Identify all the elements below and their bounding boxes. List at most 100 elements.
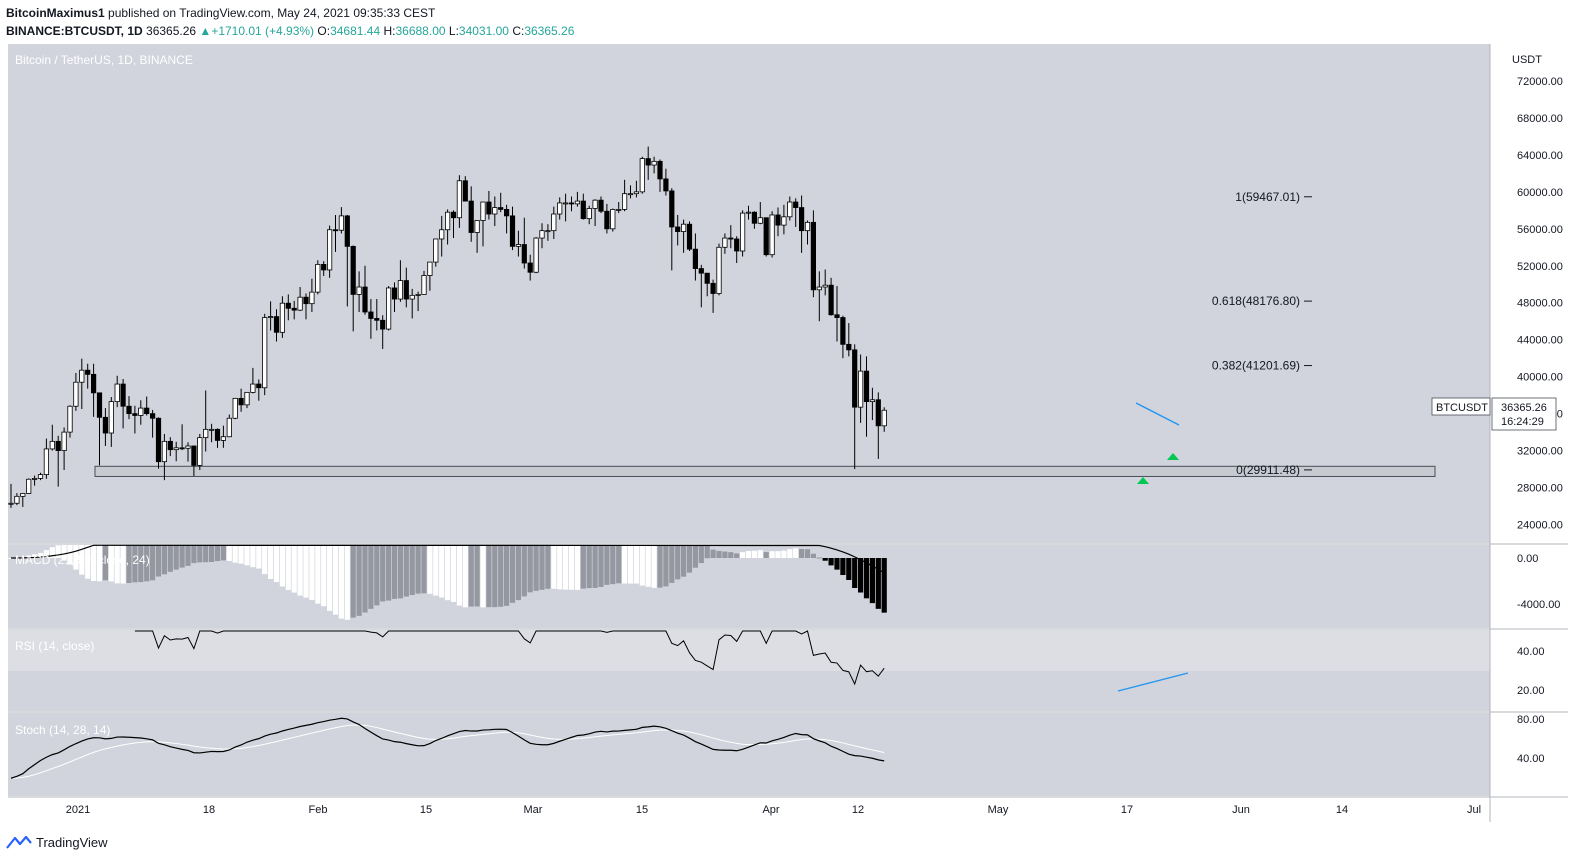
- candle-body[interactable]: [279, 302, 286, 333]
- candle-body[interactable]: [161, 440, 167, 463]
- price-axis[interactable]: [1490, 44, 1568, 822]
- candle-body[interactable]: [533, 237, 539, 273]
- candle-body[interactable]: [757, 217, 763, 224]
- candle-body[interactable]: [698, 268, 704, 274]
- candle-body[interactable]: [740, 212, 746, 252]
- candle-body[interactable]: [663, 178, 669, 192]
- candle-body[interactable]: [350, 245, 356, 295]
- candle-body[interactable]: [415, 294, 421, 296]
- candle-body[interactable]: [633, 191, 640, 195]
- candle-body[interactable]: [816, 286, 822, 291]
- candle-body[interactable]: [592, 199, 598, 209]
- candle-body[interactable]: [321, 263, 327, 271]
- candle-body[interactable]: [102, 416, 108, 434]
- candle-body[interactable]: [49, 440, 55, 450]
- candle-body[interactable]: [220, 436, 226, 441]
- candle-body[interactable]: [462, 180, 468, 202]
- candle-body[interactable]: [79, 369, 85, 383]
- rsi-trendline[interactable]: [1117, 672, 1189, 692]
- candle-body[interactable]: [468, 200, 474, 233]
- candle-body[interactable]: [480, 201, 486, 221]
- candle-body[interactable]: [545, 230, 551, 233]
- time-axis[interactable]: [8, 798, 1490, 822]
- candle-body[interactable]: [427, 261, 433, 276]
- candle-body[interactable]: [409, 294, 415, 300]
- candle-body[interactable]: [20, 493, 26, 497]
- candle-body[interactable]: [326, 229, 333, 271]
- candle-body[interactable]: [179, 447, 185, 450]
- candle-body[interactable]: [858, 370, 864, 408]
- candle-body[interactable]: [799, 207, 805, 232]
- candle-body[interactable]: [492, 207, 498, 215]
- candle-body[interactable]: [397, 280, 404, 300]
- candle-body[interactable]: [834, 314, 840, 318]
- candle-body[interactable]: [203, 428, 209, 439]
- candle-body[interactable]: [208, 428, 215, 431]
- candle-body[interactable]: [498, 207, 504, 210]
- candle-body[interactable]: [403, 280, 409, 300]
- candle-body[interactable]: [55, 440, 61, 451]
- candle-body[interactable]: [745, 211, 752, 214]
- candle-body[interactable]: [26, 478, 32, 494]
- candle-body[interactable]: [686, 223, 693, 250]
- candle-body[interactable]: [781, 216, 787, 226]
- candle-body[interactable]: [716, 246, 722, 294]
- candle-body[interactable]: [598, 199, 604, 212]
- candle-body[interactable]: [580, 200, 586, 220]
- candle-body[interactable]: [332, 229, 339, 232]
- candle-body[interactable]: [368, 311, 374, 319]
- candle-body[interactable]: [155, 417, 162, 463]
- candle-body[interactable]: [385, 287, 392, 330]
- candle-body[interactable]: [775, 214, 781, 226]
- candle-body[interactable]: [285, 302, 291, 309]
- candle-body[interactable]: [769, 214, 775, 256]
- candle-body[interactable]: [197, 437, 203, 466]
- candle-body[interactable]: [604, 210, 610, 230]
- candle-body[interactable]: [657, 160, 663, 180]
- candle-body[interactable]: [144, 407, 150, 415]
- candle-body[interactable]: [527, 262, 533, 273]
- candle-body[interactable]: [238, 397, 244, 406]
- candle-body[interactable]: [734, 238, 740, 252]
- candle-body[interactable]: [114, 383, 120, 403]
- candle-body[interactable]: [14, 495, 20, 504]
- candle-body[interactable]: [291, 307, 297, 311]
- candle-body[interactable]: [315, 263, 321, 293]
- candle-body[interactable]: [226, 417, 232, 438]
- candle-body[interactable]: [344, 215, 350, 247]
- candle-body[interactable]: [557, 202, 563, 215]
- candle-body[interactable]: [61, 431, 67, 451]
- candle-body[interactable]: [309, 291, 315, 305]
- candle-body[interactable]: [439, 229, 445, 240]
- candle-body[interactable]: [338, 215, 345, 231]
- candle-body[interactable]: [616, 209, 622, 211]
- candle-body[interactable]: [256, 383, 262, 389]
- candle-body[interactable]: [651, 160, 657, 166]
- candle-body[interactable]: [250, 383, 256, 393]
- candle-body[interactable]: [568, 202, 575, 205]
- candle-body[interactable]: [444, 211, 451, 231]
- candle-body[interactable]: [91, 373, 97, 394]
- candle-body[interactable]: [846, 343, 852, 351]
- candle-body[interactable]: [149, 413, 156, 419]
- candle-body[interactable]: [67, 405, 73, 433]
- candle-body[interactable]: [421, 275, 427, 295]
- main-pane[interactable]: [8, 44, 1490, 543]
- candle-body[interactable]: [191, 445, 197, 466]
- candle-body[interactable]: [793, 201, 799, 208]
- candle-body[interactable]: [232, 397, 238, 419]
- candle-body[interactable]: [362, 286, 368, 313]
- candle-body[interactable]: [486, 201, 492, 215]
- candle-body[interactable]: [852, 349, 858, 408]
- support-zone[interactable]: [94, 465, 1436, 477]
- candle-body[interactable]: [138, 407, 144, 416]
- candle-body[interactable]: [704, 272, 710, 284]
- candle-body[interactable]: [875, 399, 881, 427]
- candle-body[interactable]: [586, 208, 592, 220]
- candle-body[interactable]: [474, 220, 480, 233]
- candle-body[interactable]: [173, 447, 179, 451]
- candle-body[interactable]: [675, 226, 681, 232]
- candle-body[interactable]: [456, 180, 463, 219]
- candle-body[interactable]: [126, 405, 132, 415]
- candle-body[interactable]: [828, 284, 834, 316]
